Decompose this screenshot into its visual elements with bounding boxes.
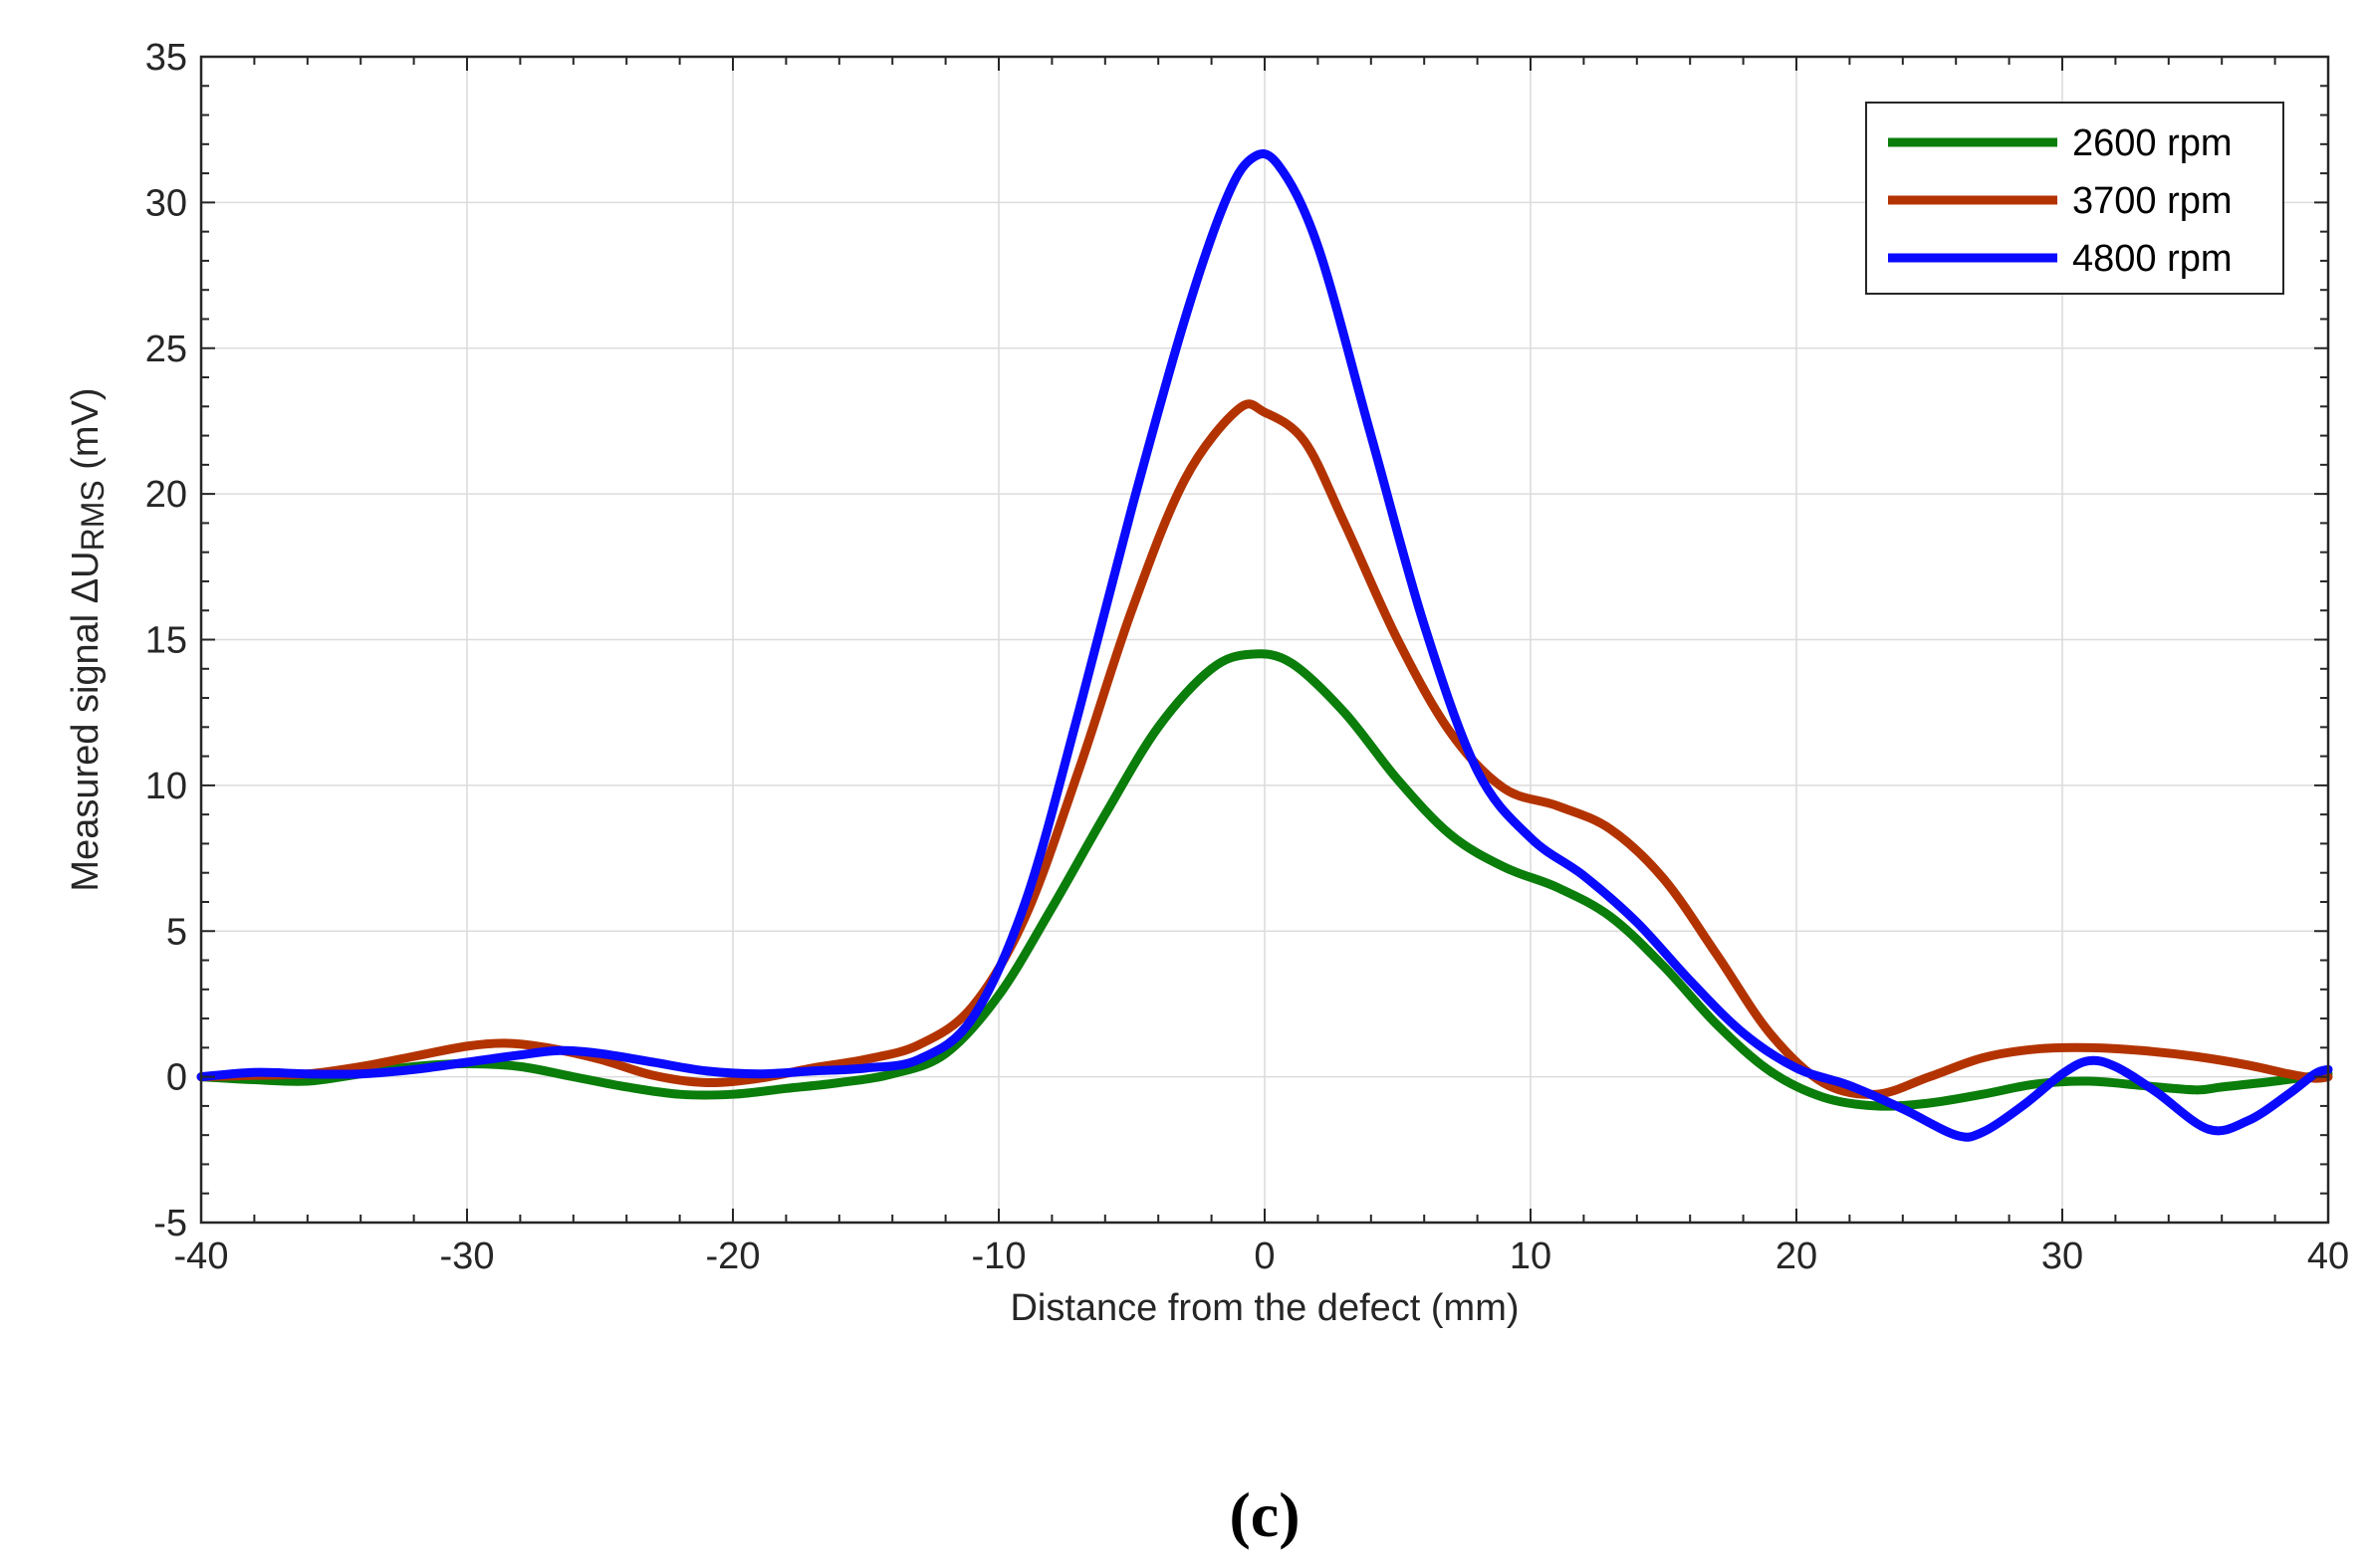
x-tick-labels: -40 -30 -20 -10 0 10 20 30 40: [174, 1235, 2350, 1277]
y-tick-label: 15: [145, 620, 187, 662]
legend: 2600 rpm 3700 rpm 4800 rpm: [1865, 102, 2284, 295]
y-tick-label: 5: [166, 911, 187, 953]
legend-label: 2600 rpm: [2072, 122, 2233, 164]
panel-label: (c): [1229, 1479, 1300, 1550]
y-axis-label-unit: (mV): [65, 387, 107, 480]
x-tick-label: 40: [2307, 1235, 2349, 1277]
y-tick-label: 20: [145, 474, 187, 516]
y-axis-label: Measured signal ΔURMS (mV): [65, 387, 111, 891]
y-axis-label-main: Measured signal ΔU: [65, 551, 107, 891]
y-tick-label: 0: [166, 1057, 187, 1099]
y-tick-label: 25: [145, 329, 187, 370]
legend-label: 4800 rpm: [2072, 238, 2233, 280]
x-tick-label: -30: [440, 1235, 495, 1277]
series-line-4800-rpm: [196, 149, 2333, 1142]
x-tick-label: 10: [1510, 1235, 1551, 1277]
x-tick-label: 30: [2041, 1235, 2083, 1277]
x-tick-label: -20: [706, 1235, 761, 1277]
y-tick-label: 30: [145, 182, 187, 224]
legend-label: 3700 rpm: [2072, 180, 2233, 222]
y-tick-labels: -5 0 5 10 15 20 25 30 35: [145, 37, 187, 1244]
legend-items: 2600 rpm 3700 rpm 4800 rpm: [1888, 122, 2233, 280]
series-line-3700-rpm: [196, 399, 2333, 1099]
axis-ticks: [200, 56, 2329, 1224]
x-tick-label: 0: [1254, 1235, 1275, 1277]
y-tick-label: 10: [145, 766, 187, 807]
x-axis-label: Distance from the defect (mm): [1010, 1287, 1519, 1329]
y-tick-label: -5: [153, 1203, 187, 1244]
x-tick-label: -40: [174, 1235, 229, 1277]
x-tick-label: 20: [1776, 1235, 1817, 1277]
series-lines: [196, 149, 2333, 1142]
y-tick-label: 35: [145, 37, 187, 79]
x-tick-label: -10: [972, 1235, 1027, 1277]
series-line-2600-rpm: [196, 649, 2333, 1111]
y-axis-label-subscript: RMS: [75, 480, 111, 551]
